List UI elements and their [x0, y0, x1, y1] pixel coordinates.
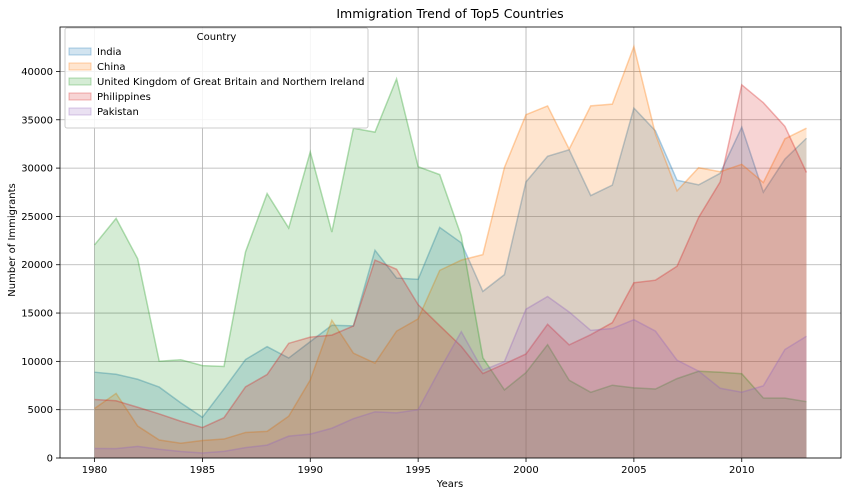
plot-frame	[59, 26, 842, 459]
series-area	[94, 46, 807, 459]
y-tick-label: 35000	[21, 115, 53, 126]
series-line	[94, 295, 807, 454]
legend-label: Philippines	[97, 92, 151, 103]
series-line	[94, 106, 808, 419]
series-line	[94, 43, 807, 445]
x-tick-label: 1980	[82, 465, 107, 476]
grid-lines	[60, 27, 841, 459]
y-tick-label: 15000	[21, 309, 53, 320]
legend: Country India China United Kingdom of Grea…	[64, 27, 369, 129]
legend-box	[64, 27, 369, 129]
x-axis-label: Years	[436, 479, 463, 490]
x-tick-label: 1995	[405, 465, 430, 476]
legend-swatch	[68, 92, 92, 101]
series-areas	[93, 43, 808, 459]
x-tick-label: 2005	[621, 465, 646, 476]
series-area	[94, 296, 807, 458]
legend-label: China	[97, 62, 126, 73]
series-area	[94, 84, 807, 458]
y-tick-label: 30000	[21, 164, 53, 175]
y-tick-label: 25000	[21, 212, 53, 223]
x-tick-label: 2010	[729, 465, 754, 476]
y-tick-label: 40000	[21, 67, 53, 78]
legend-label: India	[97, 47, 122, 58]
y-tick-label: 0	[47, 454, 53, 465]
y-axis-label: Number of Immigrants	[7, 183, 18, 296]
chart-title: Immigration Trend of Top5 Countries	[336, 6, 563, 21]
legend-swatch	[68, 107, 92, 116]
series-area	[94, 78, 807, 459]
y-axis-ticks: 0 5000 10000 15000 20000 25000 30000 35000 40000	[21, 67, 60, 465]
series-area	[94, 108, 807, 459]
x-tick-label: 1985	[190, 465, 215, 476]
series-line	[94, 83, 808, 429]
legend-swatch	[68, 77, 92, 86]
legend-label: United Kingdom of Great Britain and Nort…	[97, 77, 365, 88]
legend-label: Pakistan	[97, 107, 139, 118]
series-line	[93, 76, 807, 403]
x-tick-label: 1990	[298, 465, 323, 476]
y-tick-label: 20000	[21, 260, 53, 271]
x-axis-ticks: 1980 1985 1990 1995 2000 2005 2010	[82, 458, 754, 476]
y-tick-label: 10000	[21, 357, 53, 368]
legend-title: Country	[197, 32, 237, 43]
x-tick-label: 2000	[513, 465, 538, 476]
legend-swatch	[68, 47, 92, 56]
y-tick-label: 5000	[28, 405, 53, 416]
legend-entries: India China United Kingdom of Great Britai…	[68, 47, 365, 118]
legend-swatch	[68, 62, 92, 71]
